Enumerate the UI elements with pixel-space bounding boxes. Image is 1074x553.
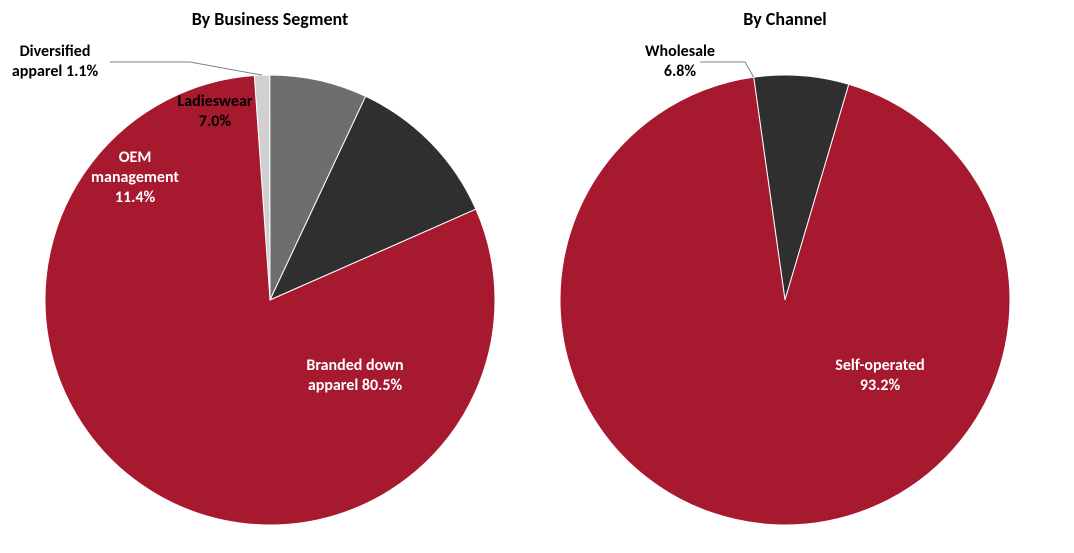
slice-label-diversified-apparel: Diversified apparel 1.1% [0, 42, 115, 82]
slice-label-self-operated: Self-operated 93.2% [790, 356, 970, 396]
pie-svg-channel [0, 0, 1074, 548]
pie-chart-channel [0, 0, 1074, 553]
page-canvas: By Business Segment By Channel Diversifi… [0, 0, 1074, 548]
slice-label-ladieswear: Ladieswear 7.0% [155, 92, 275, 132]
slice-label-oem-management: OEM management 11.4% [65, 148, 205, 208]
slice-label-wholesale: Wholesale 6.8% [620, 42, 740, 82]
slice-label-branded-down-apparel: Branded down apparel 80.5% [265, 356, 445, 396]
